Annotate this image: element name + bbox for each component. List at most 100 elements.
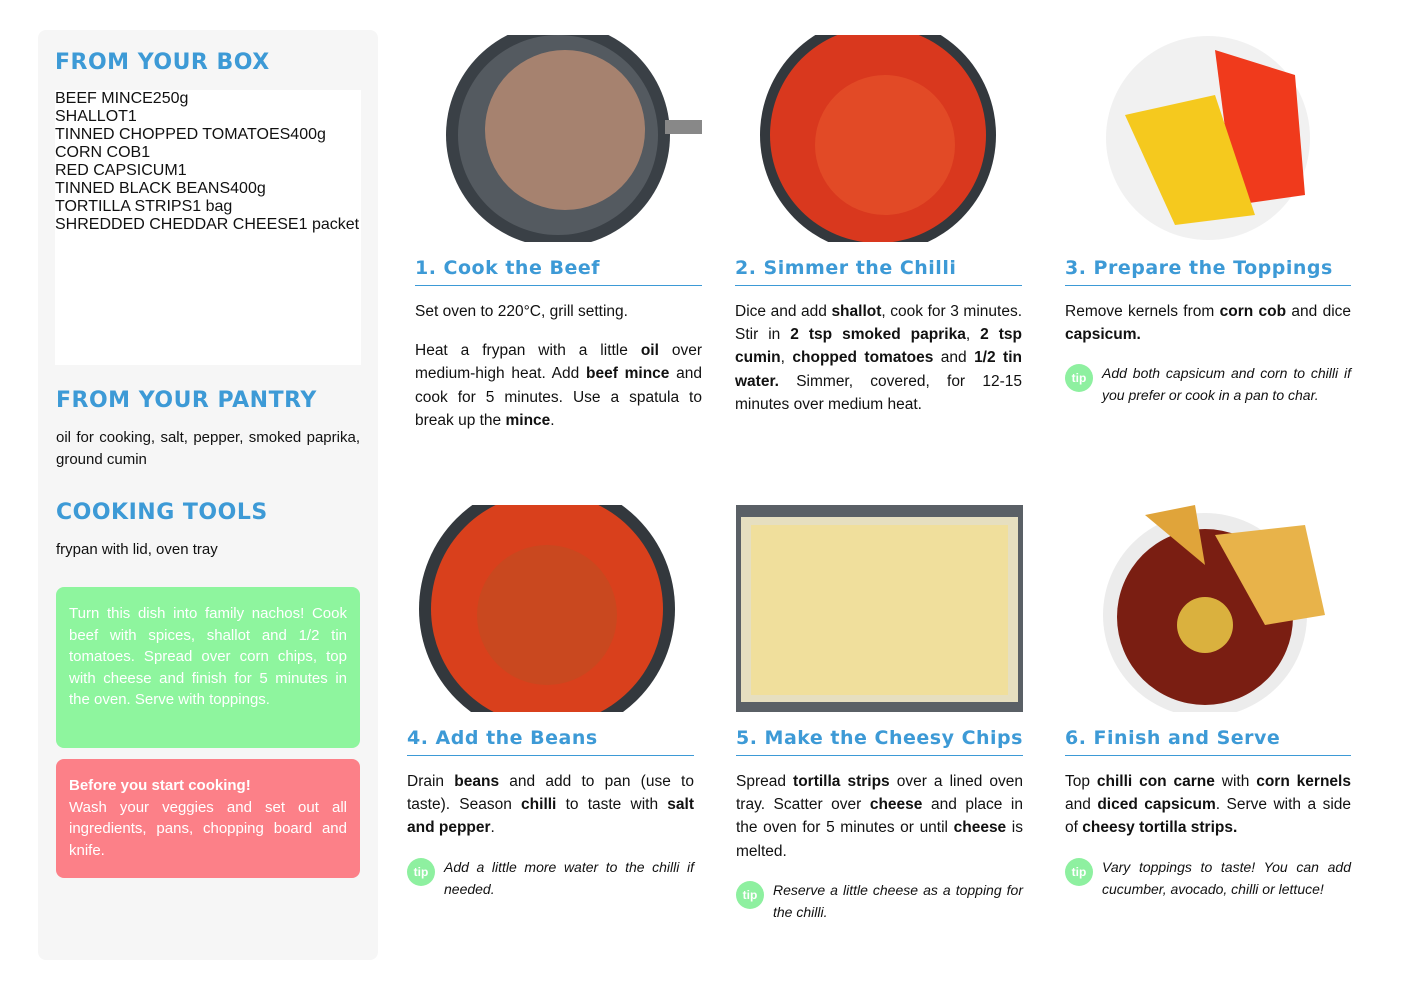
- text-run: and dice: [1286, 303, 1352, 320]
- step: 6. Finish and Serve Top chilli con carne …: [1065, 505, 1351, 925]
- step-photo: [736, 505, 1023, 712]
- step-body: Spread tortilla strips over a lined oven…: [736, 770, 1023, 923]
- bold-run: 2 tsp cumin: [735, 326, 1022, 367]
- ingredient-qty: 250g: [152, 90, 189, 107]
- step: 1. Cook the Beef Set oven to 220°C, grill…: [415, 35, 702, 455]
- step-title: 2. Simmer the Chilli: [735, 257, 1022, 286]
- ingredient-qty: 400g: [230, 180, 266, 197]
- step-paragraph: Top chilli con carne with corn kernels a…: [1065, 770, 1351, 840]
- text-run: and add to pan (use to taste). Season: [407, 773, 694, 814]
- text-run: ,: [965, 326, 981, 344]
- step-body: Top chilli con carne with corn kernels a…: [1065, 770, 1351, 900]
- step-photo: [760, 35, 996, 242]
- step-photo: [419, 505, 675, 712]
- step: 3. Prepare the Toppings Remove kernels fr…: [1065, 35, 1351, 455]
- bold-run: corn cob: [1219, 303, 1287, 320]
- bold-run: corn kernels: [1256, 773, 1351, 790]
- bold-run: 1/2 tin water.: [735, 349, 1022, 390]
- ingredient-qty: 1 bag: [192, 198, 233, 215]
- text-run: ,: [780, 349, 793, 367]
- step-photo: [1106, 36, 1310, 240]
- tip-text: Add a little more water to the chilli if…: [444, 858, 694, 897]
- step-body: Drain beans and add to pan (use to taste…: [407, 770, 694, 900]
- ingredient-name: BEEF MINCE: [55, 90, 153, 107]
- ingredient-qty: 1: [127, 108, 137, 125]
- text-run: Simmer, covered, for 12-15 minutes over …: [735, 372, 1022, 413]
- ingredient-name: SHALLOT: [55, 108, 128, 125]
- text-run: is melted.: [736, 819, 1023, 860]
- bold-run: mince: [505, 411, 551, 429]
- ingredient-name: TORTILLA STRIPS: [55, 198, 193, 215]
- section-title: COOKING TOOLS: [56, 500, 268, 525]
- text-run: over medium-high heat. Add: [415, 342, 702, 383]
- ingredient-qty: 1: [141, 144, 151, 161]
- step-paragraph: Drain beans and add to pan (use to taste…: [407, 770, 694, 840]
- step-tip: tip Reserve a little cheese as a topping …: [736, 879, 1023, 923]
- step: 2. Simmer the Chilli Dice and add shallot…: [735, 35, 1022, 455]
- step-photo: [446, 35, 702, 242]
- step: 5. Make the Cheesy Chips Spread tortilla …: [736, 505, 1023, 925]
- step-title: 5. Make the Cheesy Chips: [736, 727, 1023, 756]
- ingredient-row: TINNED BLACK BEANS400g: [55, 180, 361, 198]
- bold-run: shallot: [831, 303, 882, 320]
- bold-run: beef mince: [586, 365, 670, 383]
- bold-run: tortilla strips: [793, 773, 890, 790]
- ingredient-qty: 1 packet: [298, 216, 360, 233]
- text-run: , cook for 3 minutes. Stir in: [735, 303, 1022, 344]
- bold-run: cheesy tortilla strips.: [1082, 819, 1238, 837]
- bold-run: salt and pepper: [407, 796, 694, 837]
- tip-badge: tip: [407, 857, 435, 886]
- ingredient-name: SHREDDED CHEDDAR CHEESE: [55, 216, 299, 233]
- step-body: Remove kernels from corn cob and dice ca…: [1065, 300, 1351, 406]
- ingredient-qty: 400g: [290, 126, 326, 143]
- ingredient-row: CORN COB1: [55, 144, 361, 162]
- text-run: . Serve with a side of: [1065, 796, 1352, 837]
- text-run: Heat a frypan with a little: [415, 342, 641, 360]
- ingredient-qty: 1: [177, 162, 187, 179]
- step-paragraph: Dice and add shallot, cook for 3 minutes…: [735, 300, 1022, 416]
- pantry-text: oil for cooking, salt, pepper, smoked pa…: [56, 429, 360, 468]
- text-run: .: [550, 411, 555, 429]
- text-run: Top: [1065, 773, 1097, 790]
- text-run: Remove kernels from: [1065, 303, 1220, 320]
- step-body: Set oven to 220°C, grill setting. Heat a …: [415, 300, 702, 448]
- step-tip: tip Vary toppings to taste! You can add c…: [1065, 856, 1351, 900]
- text-run: and cook for 5 minutes. Use a spatula to…: [415, 365, 702, 429]
- tools-text: frypan with lid, oven tray: [56, 541, 218, 558]
- ingredient-row: SHREDDED CHEDDAR CHEESE1 packet: [55, 216, 361, 234]
- ingredient-name: TINNED CHOPPED TOMATOES: [55, 126, 291, 143]
- step-paragraph: Spread tortilla strips over a lined oven…: [736, 770, 1023, 863]
- step-photo: [1103, 505, 1325, 712]
- ingredient-row: BEEF MINCE250g: [55, 90, 361, 108]
- ingredient-row: SHALLOT1: [55, 108, 361, 126]
- tip-card: Turn this dish into family nachos! Cook …: [56, 587, 360, 748]
- text-run: Drain: [407, 773, 455, 790]
- ingredient-row: TINNED CHOPPED TOMATOES400g: [55, 126, 361, 144]
- bold-run: capsicum.: [1065, 326, 1141, 344]
- bold-run: diced capsicum: [1097, 796, 1216, 814]
- bold-run: chilli: [521, 796, 557, 814]
- ingredient-table: BEEF MINCE250g SHALLOT1 TINNED CHOPPED TOM…: [55, 90, 361, 365]
- warning-card: Before you start cooking! Wash your vegg…: [56, 759, 360, 878]
- tip-badge: tip: [1065, 364, 1093, 393]
- warning-text: Wash your veggies and set out all ingred…: [69, 798, 347, 859]
- step: 4. Add the Beans Drain beans and add to p…: [407, 505, 694, 925]
- step-title: 6. Finish and Serve: [1065, 727, 1351, 756]
- text-run: and: [1065, 796, 1098, 814]
- bold-run: cheese: [869, 796, 923, 814]
- step-title: 4. Add the Beans: [407, 727, 694, 756]
- bold-run: 2 tsp smoked paprika: [790, 326, 966, 344]
- text-run: over a lined oven tray. Scatter over: [736, 773, 1023, 814]
- tip-badge: tip: [736, 880, 764, 909]
- bold-run: cheese: [953, 819, 1007, 837]
- text-run: .: [490, 819, 495, 837]
- text-run: Set oven to 220°C, grill setting.: [415, 303, 628, 320]
- text-run: Dice and add: [735, 303, 832, 320]
- step-title: 3. Prepare the Toppings: [1065, 257, 1351, 286]
- bold-run: beans: [454, 773, 500, 790]
- ingredient-row: RED CAPSICUM1: [55, 162, 361, 180]
- text-run: and place in the oven for 5 minutes or u…: [736, 796, 1023, 837]
- step-body: Dice and add shallot, cook for 3 minutes…: [735, 300, 1022, 432]
- step-tip: tip Add a little more water to the chilli…: [407, 856, 694, 900]
- section-title: FROM YOUR PANTRY: [56, 388, 317, 413]
